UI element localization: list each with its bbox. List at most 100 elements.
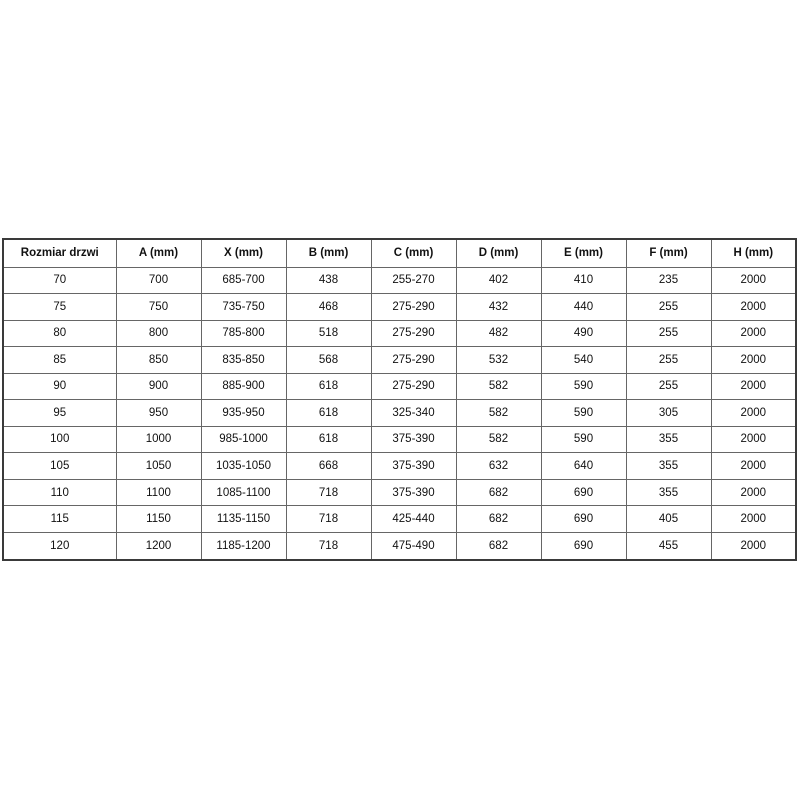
table-cell: 718 [285,505,372,533]
table-cell: 900 [115,372,202,401]
table-cell: 1135-1150 [200,505,287,533]
table-header: Rozmiar drzwi A (mm) X (mm) B (mm) C (mm) D (… [2,238,797,268]
table-cell: 375-390 [370,452,457,480]
table-row: 70 700 685-700 438 255-270 402 410 235 2000 [2,266,797,295]
table-cell: 935-950 [200,399,287,427]
table-body: 70 700 685-700 438 255-270 402 410 235 2000 75 750… [2,266,797,561]
table-cell: 590 [540,372,627,401]
table-cell: 985-1000 [200,425,287,454]
table-cell: 255 [625,293,712,321]
table-cell: 490 [540,319,627,348]
table-cell: 325-340 [370,399,457,427]
table-cell: 110 [2,478,117,507]
table-cell: 618 [285,425,372,454]
table-cell: 1150 [115,505,202,533]
table-cell: 850 [115,346,202,374]
table-cell: 355 [625,452,712,480]
column-header: F (mm) [625,238,712,268]
table-cell: 885-900 [200,372,287,401]
table-cell: 682 [455,478,542,507]
table-cell: 410 [540,266,627,295]
table-cell: 355 [625,425,712,454]
door-size-table: Rozmiar drzwi A (mm) X (mm) B (mm) C (mm) D (… [2,238,797,561]
table-cell: 475-490 [370,531,457,561]
column-header: X (mm) [200,238,287,268]
table-cell: 85 [2,346,117,374]
table-cell: 100 [2,425,117,454]
table-cell: 438 [285,266,372,295]
table-cell: 582 [455,425,542,454]
table-cell: 455 [625,531,712,561]
column-header: B (mm) [285,238,372,268]
table-cell: 750 [115,293,202,321]
table-cell: 2000 [710,293,797,321]
table-cell: 305 [625,399,712,427]
table-cell: 835-850 [200,346,287,374]
table-cell: 255 [625,346,712,374]
table-cell: 255 [625,372,712,401]
table-cell: 682 [455,505,542,533]
column-header: Rozmiar drzwi [2,238,117,268]
table-cell: 2000 [710,266,797,295]
table-cell: 432 [455,293,542,321]
column-header: A (mm) [115,238,202,268]
table-cell: 1050 [115,452,202,480]
table-cell: 632 [455,452,542,480]
table-cell: 80 [2,319,117,348]
column-header: H (mm) [710,238,797,268]
table-cell: 405 [625,505,712,533]
table-cell: 402 [455,266,542,295]
column-header: E (mm) [540,238,627,268]
table-cell: 785-800 [200,319,287,348]
table-cell: 120 [2,531,117,561]
table-cell: 668 [285,452,372,480]
table-row: 85 850 835-850 568 275-290 532 540 255 2000 [2,346,797,374]
table-cell: 532 [455,346,542,374]
table-cell: 735-750 [200,293,287,321]
table-cell: 718 [285,531,372,561]
table-cell: 1000 [115,425,202,454]
table-cell: 425-440 [370,505,457,533]
table-cell: 800 [115,319,202,348]
table-cell: 1100 [115,478,202,507]
table-row: 75 750 735-750 468 275-290 432 440 255 2000 [2,293,797,321]
table-cell: 275-290 [370,346,457,374]
table-row: 95 950 935-950 618 325-340 582 590 305 2000 [2,399,797,427]
table-cell: 682 [455,531,542,561]
table-cell: 2000 [710,452,797,480]
table-row: 105 1050 1035-1050 668 375-390 632 640 355 2000 [2,452,797,480]
table-cell: 690 [540,531,627,561]
table-row: 100 1000 985-1000 618 375-390 582 590 355 2000 [2,425,797,454]
table-cell: 568 [285,346,372,374]
table-cell: 1035-1050 [200,452,287,480]
table-row: 90 900 885-900 618 275-290 582 590 255 2000 [2,372,797,401]
table-cell: 718 [285,478,372,507]
table-cell: 618 [285,399,372,427]
table-cell: 2000 [710,478,797,507]
table-cell: 75 [2,293,117,321]
table-cell: 590 [540,425,627,454]
table-cell: 355 [625,478,712,507]
column-header: C (mm) [370,238,457,268]
table-cell: 255-270 [370,266,457,295]
table-cell: 440 [540,293,627,321]
table-cell: 2000 [710,531,797,561]
table-row: 80 800 785-800 518 275-290 482 490 255 2000 [2,319,797,348]
table-cell: 690 [540,478,627,507]
table-cell: 90 [2,372,117,401]
table-cell: 2000 [710,425,797,454]
table-cell: 2000 [710,319,797,348]
table-row: 110 1100 1085-1100 718 375-390 682 690 355 2000 [2,478,797,507]
table-row: 120 1200 1185-1200 718 475-490 682 690 455 2000 [2,531,797,561]
table-cell: 685-700 [200,266,287,295]
table-cell: 1185-1200 [200,531,287,561]
table-cell: 690 [540,505,627,533]
table-cell: 235 [625,266,712,295]
table-cell: 582 [455,399,542,427]
table-cell: 2000 [710,372,797,401]
table-cell: 275-290 [370,293,457,321]
table-cell: 105 [2,452,117,480]
table-cell: 1200 [115,531,202,561]
table-cell: 482 [455,319,542,348]
